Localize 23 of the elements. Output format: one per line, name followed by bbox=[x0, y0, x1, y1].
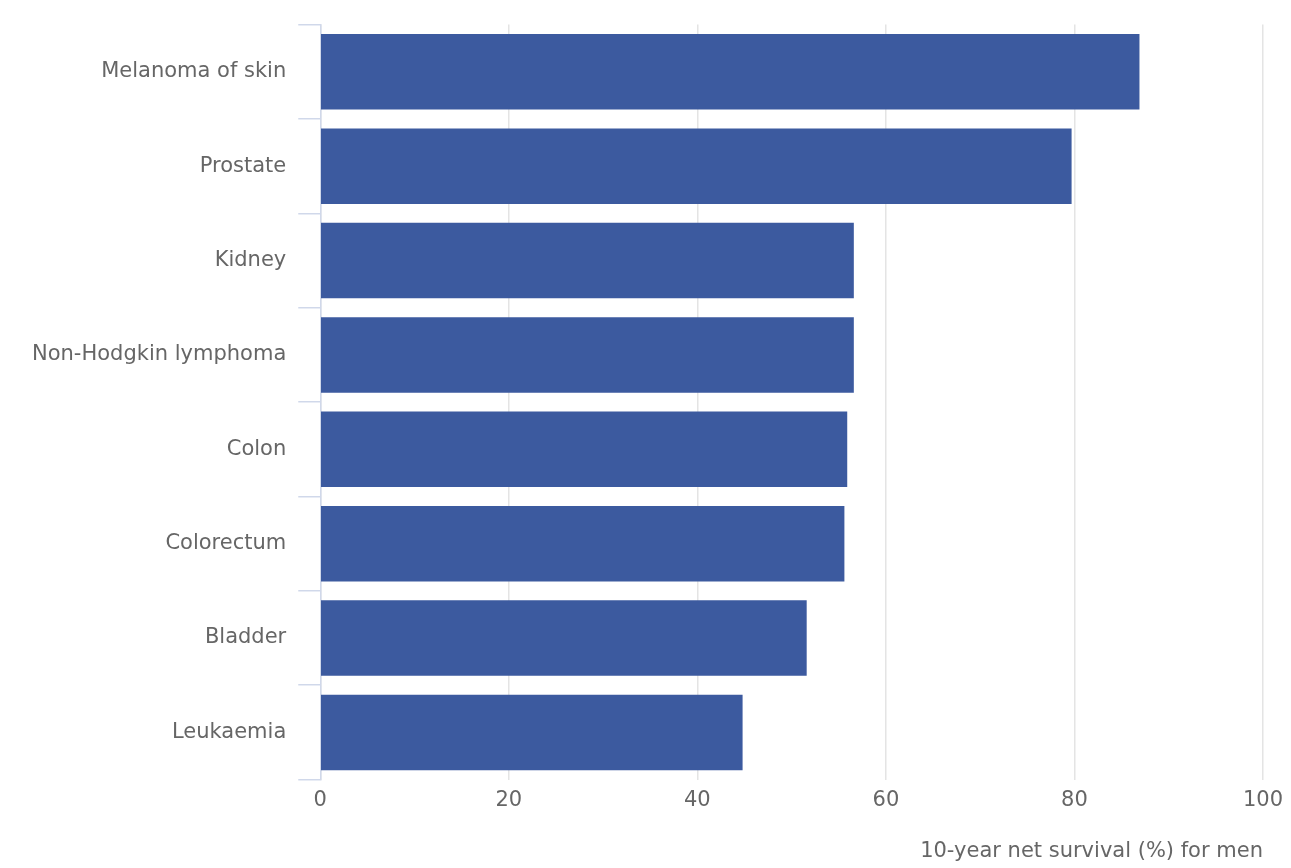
y-tick-label: Non-Hodgkin lymphoma bbox=[31, 341, 287, 366]
y-tick-label: Colorectum bbox=[165, 530, 287, 555]
x-tick-label: 80 bbox=[1061, 786, 1088, 811]
y-tick-label: Colon bbox=[226, 435, 287, 460]
bar bbox=[321, 222, 854, 299]
y-tick-label: Kidney bbox=[214, 246, 287, 271]
y-tick-label: Prostate bbox=[199, 152, 287, 177]
bar bbox=[321, 411, 848, 488]
x-tick-label: 60 bbox=[872, 786, 900, 811]
x-tick-label: 100 bbox=[1242, 786, 1284, 811]
bar bbox=[321, 317, 854, 393]
y-tick-label: Leukaemia bbox=[171, 718, 287, 743]
x-tick-label: 40 bbox=[683, 786, 711, 811]
x-tick-label: 0 bbox=[313, 786, 327, 811]
x-tick-label: 20 bbox=[495, 786, 523, 811]
x-axis-title: 10-year net survival (%) for men bbox=[920, 837, 1263, 862]
bar bbox=[321, 34, 1140, 110]
bar bbox=[321, 505, 845, 582]
bar bbox=[321, 694, 743, 771]
y-tick-label: Bladder bbox=[204, 624, 287, 649]
y-tick-label: Melanoma of skin bbox=[101, 58, 287, 83]
bar bbox=[321, 128, 1072, 204]
bar bbox=[321, 600, 807, 676]
